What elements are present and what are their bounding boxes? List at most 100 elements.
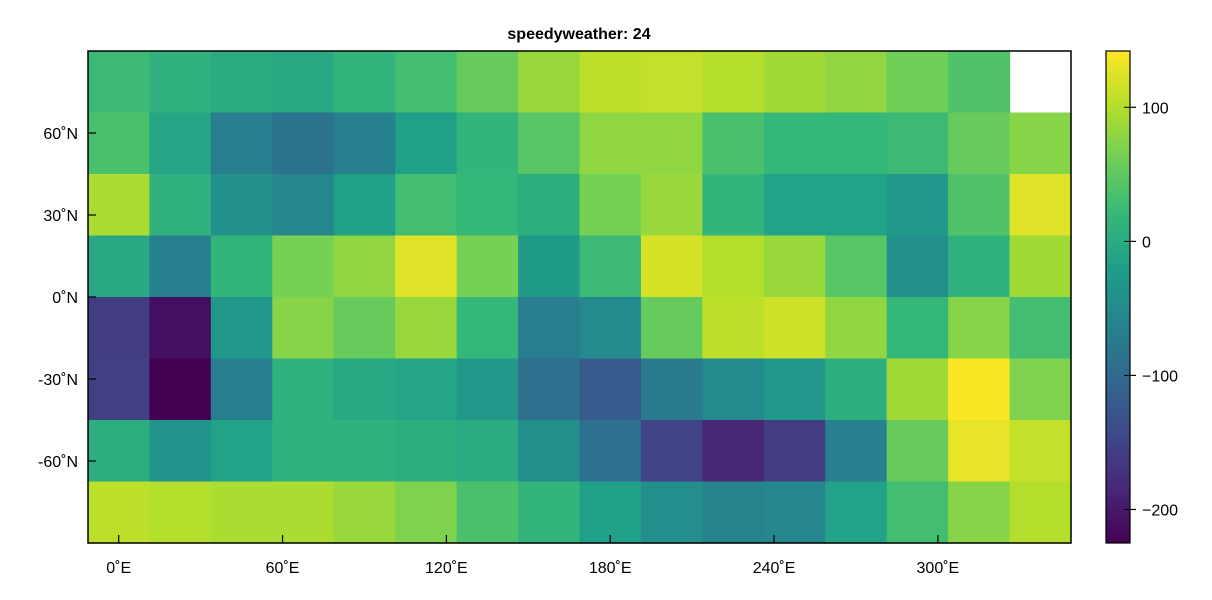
heatmap-cell [149,297,212,360]
heatmap-cell [518,420,581,483]
heatmap-cell [579,481,642,544]
heatmap-cell [149,358,212,421]
heatmap-cell [456,174,519,237]
x-tick-label: 180˚E [589,560,632,577]
heatmap-cell [763,174,826,237]
heatmap-cell [272,174,335,237]
heatmap-cell [640,481,703,544]
heatmap-cell [518,358,581,421]
heatmap-cell [1009,481,1072,544]
heatmap-cell [702,481,765,544]
heatmap-cells [88,51,1072,544]
heatmap-cell [333,358,396,421]
heatmap-cell [640,358,703,421]
heatmap-cell [825,297,888,360]
heatmap-cell [1009,112,1072,175]
heatmap-cell [149,235,212,298]
x-tick-label: 120˚E [425,560,468,577]
heatmap-cell [149,174,212,237]
heatmap-cell [456,235,519,298]
heatmap-cell [886,297,949,360]
heatmap-cell [579,51,642,114]
x-tick-label: 0˚E [106,560,131,577]
heatmap-cell [333,174,396,237]
heatmap-cell [579,420,642,483]
heatmap-cell [456,481,519,544]
heatmap-cell [395,235,458,298]
colorbar-tick-label: 0 [1142,234,1151,251]
heatmap-cell [886,235,949,298]
heatmap-cell [579,358,642,421]
heatmap-cell [88,112,151,175]
x-tick-label: 60˚E [266,560,300,577]
colorbar-axis: 100 0 −100 −200 [1124,100,1178,519]
heatmap-cell [149,51,212,114]
heatmap-cell [88,235,151,298]
heatmap-cell [210,51,273,114]
heatmap-cell [825,420,888,483]
x-tick-label: 240˚E [753,560,796,577]
heatmap-cell [456,297,519,360]
heatmap-cell [886,481,949,544]
heatmap-cell [1009,420,1072,483]
heatmap-cell [518,297,581,360]
heatmap-cell [948,420,1011,483]
heatmap-cell [640,174,703,237]
heatmap-cell [333,420,396,483]
heatmap-cell [210,481,273,544]
heatmap-cell [948,112,1011,175]
heatmap-cell [210,358,273,421]
heatmap-cell [518,174,581,237]
heatmap-cell [579,235,642,298]
heatmap-cell [948,358,1011,421]
heatmap-cell [518,51,581,114]
heatmap-cell [1009,358,1072,421]
heatmap-cell [763,420,826,483]
heatmap-cell [88,358,151,421]
y-tick-label: 0˚N [52,290,78,307]
heatmap-cell [825,112,888,175]
heatmap-cell [640,297,703,360]
heatmap-cell [702,358,765,421]
heatmap-cell [702,112,765,175]
heatmap-cell [763,112,826,175]
heatmap-cell [763,297,826,360]
heatmap-cell [702,420,765,483]
heatmap-cell [210,235,273,298]
heatmap-cell [948,481,1011,544]
heatmap-cell [886,51,949,114]
heatmap-cell [395,420,458,483]
heatmap-cell [518,481,581,544]
heatmap-cell [333,112,396,175]
heatmap-cell [948,297,1011,360]
x-tick-label: 300˚E [917,560,960,577]
heatmap-cell [518,235,581,298]
heatmap-cell [702,51,765,114]
heatmap-cell [886,174,949,237]
heatmap-cell [825,174,888,237]
heatmap-cell [886,420,949,483]
heatmap-cell [272,112,335,175]
heatmap-cell [579,174,642,237]
heatmap-cell [333,297,396,360]
heatmap-cell [456,51,519,114]
heatmap-cell [763,358,826,421]
heatmap-cell [395,174,458,237]
heatmap-cell [1009,174,1072,237]
heatmap-cell [88,297,151,360]
heatmap-cell [333,51,396,114]
heatmap-cell [825,235,888,298]
heatmap-cell [88,51,151,114]
x-axis: 0˚E 60˚E 120˚E 180˚E 240˚E 300˚E [106,535,959,577]
heatmap-cell [395,481,458,544]
heatmap-cell [702,235,765,298]
heatmap-cell [948,51,1011,114]
heatmap-cell [88,481,151,544]
heatmap-cell [333,481,396,544]
colorbar [1105,50,1131,544]
heatmap-cell [333,235,396,298]
heatmap-cell [272,51,335,114]
heatmap-cell [395,297,458,360]
heatmap-cell [763,481,826,544]
